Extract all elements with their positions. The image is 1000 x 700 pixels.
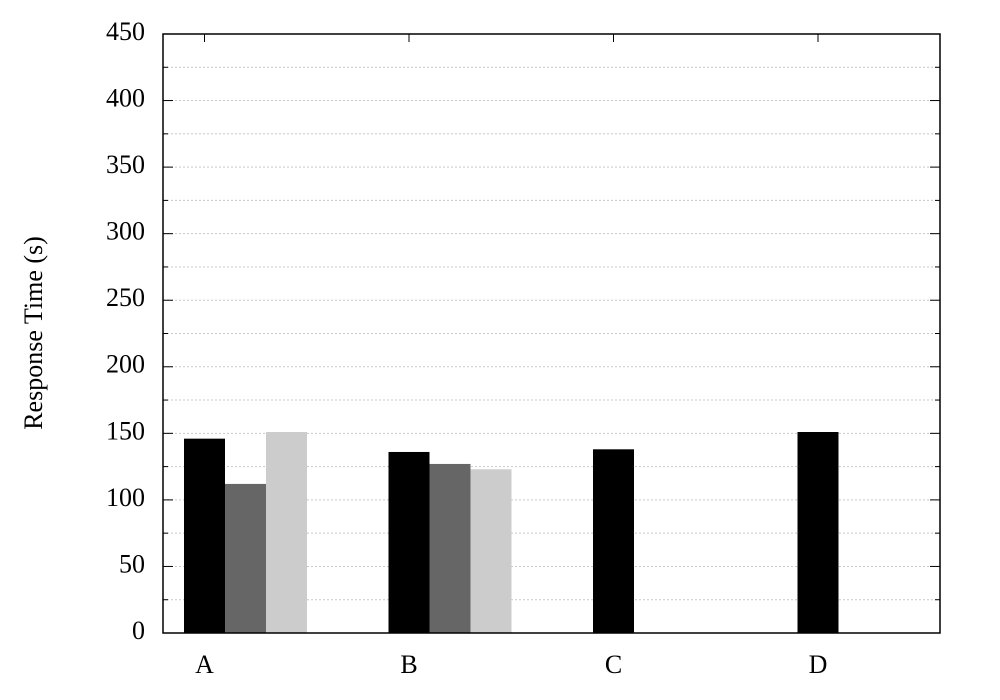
bar bbox=[184, 438, 225, 633]
x-tick-label: D bbox=[809, 650, 828, 679]
bar bbox=[266, 432, 307, 633]
y-tick-label: 250 bbox=[106, 283, 145, 312]
y-tick-label: 350 bbox=[106, 150, 145, 179]
y-tick-label: 50 bbox=[119, 549, 145, 578]
y-tick-label: 150 bbox=[106, 416, 145, 445]
x-tick-label: A bbox=[195, 650, 214, 679]
bar bbox=[593, 449, 634, 633]
bar bbox=[797, 432, 839, 633]
y-tick-label: 300 bbox=[106, 217, 145, 246]
bar bbox=[470, 469, 512, 633]
x-tick-label: C bbox=[605, 650, 622, 679]
y-tick-label: 400 bbox=[106, 84, 145, 113]
plot-frame bbox=[162, 33, 941, 634]
y-tick-label: 450 bbox=[106, 17, 145, 46]
bar bbox=[429, 463, 471, 633]
bar bbox=[388, 451, 430, 633]
y-tick-label: 0 bbox=[132, 616, 145, 645]
x-tick-label: B bbox=[400, 650, 417, 679]
y-axis-label: Response Time (s) bbox=[19, 236, 48, 430]
bar bbox=[225, 483, 266, 633]
y-tick-label: 200 bbox=[106, 350, 145, 379]
y-tick-label: 100 bbox=[106, 483, 145, 512]
